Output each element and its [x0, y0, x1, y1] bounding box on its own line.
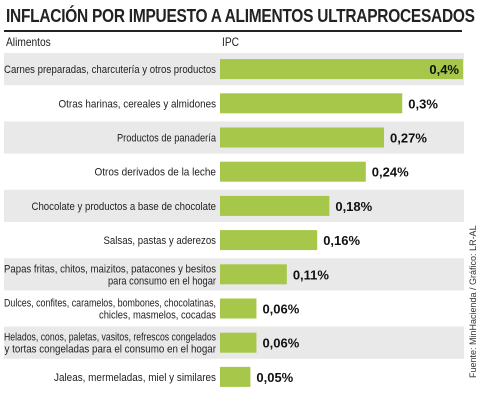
bar [220, 264, 287, 285]
category-label: Otras harinas, cereales y almidones [59, 98, 217, 110]
value-label: 0,11% [293, 267, 330, 282]
bar [220, 127, 385, 148]
value-label: 0,3% [408, 96, 438, 111]
value-label: 0,06% [262, 302, 299, 317]
category-label: Salsas, pastas y aderezos [104, 235, 217, 247]
value-label: 0,16% [323, 233, 360, 248]
value-label: 0,24% [372, 165, 409, 180]
value-label: 0,06% [262, 336, 299, 351]
bar [220, 298, 257, 319]
bar [220, 59, 463, 80]
bar [220, 332, 257, 353]
category-label: Dulces, confites, caramelos, bombones, c… [4, 298, 216, 322]
category-label: Carnes preparadas, charcutería y otros p… [4, 64, 216, 76]
value-header: IPC [222, 35, 240, 49]
category-label: Chocolate y productos a base de chocolat… [32, 201, 217, 213]
value-label: 0,4% [429, 62, 459, 77]
bar [220, 93, 403, 114]
category-header: Alimentos [6, 35, 51, 49]
category-label: Productos de panadería [117, 133, 217, 145]
title-rule [4, 30, 462, 32]
category-label: Otros derivados de la leche [95, 167, 217, 179]
category-label: Jaleas, mermeladas, miel y similares [54, 372, 216, 384]
bar [220, 230, 318, 251]
source-note: Fuente: MinHacienda / Gráfico: LR-AL [468, 225, 478, 378]
category-label: Papas fritas, chitos, maizitos, patacone… [4, 263, 216, 287]
value-label: 0,18% [335, 199, 372, 214]
bar [220, 195, 330, 216]
value-label: 0,05% [256, 370, 293, 385]
value-label: 0,27% [390, 131, 427, 146]
bar [220, 366, 251, 387]
bar [220, 161, 366, 182]
category-label: Helados, conos, paletas, vasitos, refres… [4, 332, 216, 356]
chart-title: INFLACIÓN POR IMPUESTO A ALIMENTOS ULTRA… [6, 6, 475, 26]
